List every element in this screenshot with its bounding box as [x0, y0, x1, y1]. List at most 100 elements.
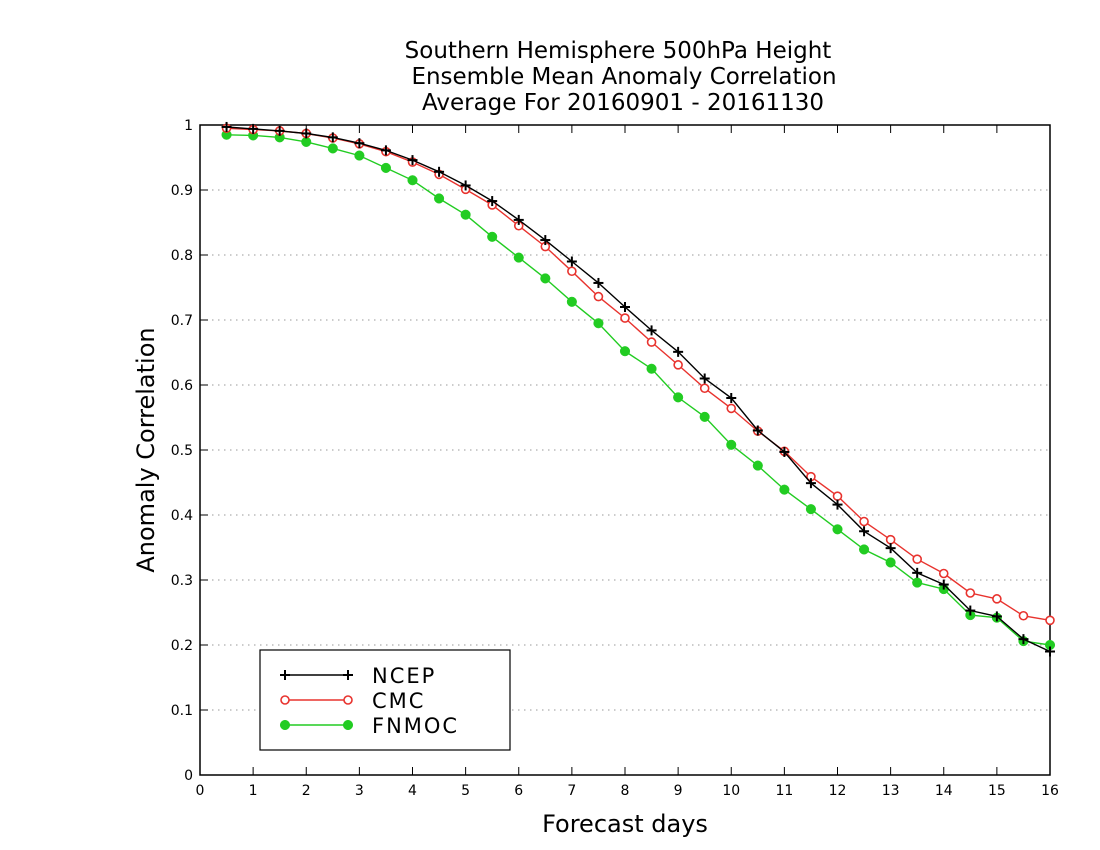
plus-marker: [805, 478, 816, 489]
y-tick-label: 0.5: [171, 443, 193, 459]
plus-marker: [991, 611, 1002, 622]
open-circle-marker: [1018, 610, 1029, 621]
plus-marker: [646, 325, 657, 336]
filled-circle-marker: [912, 577, 923, 588]
filled-circle-marker: [699, 411, 710, 422]
plus-marker: [859, 526, 870, 537]
plus-marker: [221, 121, 232, 132]
axis-ticks: 00.10.20.30.40.50.60.70.80.910 1 2 3 4 5 6 7 8 9 1…: [171, 118, 1059, 799]
plus-marker: [912, 567, 923, 578]
open-circle-marker: [673, 360, 683, 370]
x-tick-label: 1: [249, 783, 258, 799]
filled-circle-marker: [726, 439, 737, 450]
y-tick-label: 0.8: [171, 248, 193, 264]
filled-circle-marker: [805, 504, 816, 515]
filled-circle-marker: [619, 346, 631, 357]
data-series: [221, 121, 1056, 657]
plus-marker: [566, 256, 577, 267]
y-tick-label: 0.9: [171, 183, 193, 199]
y-tick-label: 0: [184, 768, 193, 784]
x-tick-label: 13: [882, 783, 900, 799]
chart-title: Southern Hemisphere 500hPa Height Ensemb…: [405, 38, 837, 116]
filled-circle-marker: [513, 252, 524, 263]
open-circle-marker: [726, 403, 737, 414]
plus-marker: [460, 180, 471, 191]
x-tick-label: 6: [514, 783, 523, 799]
x-tick-label: 10: [722, 783, 740, 799]
series-line: [226, 134, 1051, 646]
x-tick-label: 0: [196, 783, 205, 799]
plus-marker: [487, 196, 498, 207]
filled-circle-marker: [752, 460, 763, 471]
y-tick-label: 0.1: [171, 703, 193, 719]
legend-entry-fnmoc: FNMOC: [279, 714, 459, 738]
x-tick-label: 7: [567, 783, 576, 799]
title-line-2: Ensemble Mean Anomaly Correlation: [411, 64, 836, 90]
open-circle-marker: [620, 313, 630, 323]
y-tick-label: 1: [184, 118, 193, 134]
open-circle-marker: [992, 594, 1002, 604]
plus-marker: [726, 393, 737, 403]
x-tick-label: 11: [775, 783, 793, 799]
legend-label: NCEP: [372, 664, 436, 688]
series-line: [226, 127, 1051, 621]
y-tick-label: 0.7: [171, 313, 193, 329]
series-cmc: [221, 123, 1055, 626]
y-tick-label: 0.3: [171, 573, 193, 589]
plus-marker: [938, 579, 949, 590]
x-tick-label: 3: [355, 783, 364, 799]
plus-marker: [699, 373, 710, 384]
plus-marker: [280, 670, 290, 680]
legend-entry-ncep: NCEP: [280, 664, 436, 688]
filled-circle-marker: [301, 136, 312, 147]
filled-circle-marker: [407, 175, 418, 186]
filled-circle-marker: [540, 273, 551, 284]
plus-marker: [248, 123, 259, 134]
filled-circle-marker: [673, 392, 684, 403]
filled-circle-marker: [779, 484, 790, 495]
series-ncep: [221, 121, 1055, 657]
y-tick-label: 0.2: [171, 638, 193, 654]
filled-circle-marker: [885, 557, 896, 568]
open-circle-marker: [343, 695, 353, 705]
open-circle-marker: [593, 291, 604, 302]
open-circle-marker: [859, 516, 869, 527]
x-tick-label: 5: [461, 783, 470, 799]
y-tick-label: 0.4: [171, 508, 193, 524]
open-circle-marker: [885, 534, 896, 545]
plus-marker: [593, 277, 604, 288]
x-tick-label: 16: [1041, 783, 1059, 799]
series-fnmoc: [221, 129, 1056, 651]
plus-marker: [540, 235, 551, 246]
plus-marker: [327, 132, 338, 143]
plus-marker: [1018, 634, 1029, 645]
series-line: [226, 126, 1051, 653]
grid-lines: [200, 189, 1050, 711]
open-circle-marker: [912, 554, 922, 565]
plus-marker: [343, 670, 353, 680]
title-line-1: Southern Hemisphere 500hPa Height: [405, 38, 832, 64]
filled-circle-marker: [832, 524, 843, 535]
filled-circle-marker: [380, 162, 391, 173]
plus-marker: [380, 145, 391, 156]
legend-label: FNMOC: [372, 714, 459, 738]
open-circle-marker: [567, 266, 577, 277]
x-tick-label: 14: [935, 783, 953, 799]
x-tick-label: 15: [988, 783, 1006, 799]
filled-circle-marker: [566, 296, 577, 307]
filled-circle-marker: [487, 231, 498, 242]
plus-marker: [673, 346, 684, 357]
open-circle-marker: [699, 383, 710, 394]
filled-circle-marker: [593, 318, 604, 329]
open-circle-marker: [938, 568, 949, 579]
open-circle-marker: [1045, 615, 1055, 626]
x-axis-title: Forecast days: [542, 810, 708, 838]
x-tick-label: 4: [408, 783, 417, 799]
filled-circle-marker: [279, 719, 291, 731]
filled-circle-marker: [327, 143, 338, 154]
open-circle-marker: [832, 491, 843, 501]
x-tick-label: 8: [621, 783, 630, 799]
plus-marker: [513, 214, 524, 225]
